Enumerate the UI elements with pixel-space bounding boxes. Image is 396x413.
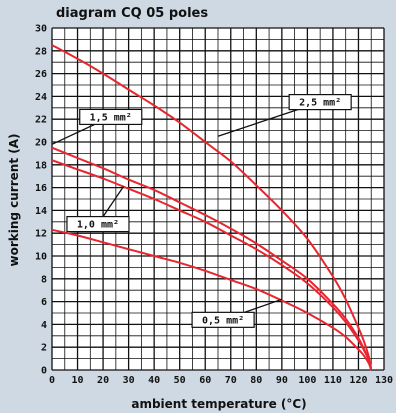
x-tick-label: 90	[276, 375, 288, 386]
x-tick-label: 60	[199, 375, 211, 386]
series-line-2	[51, 159, 373, 371]
callout-label-0: 2,5 mm²	[299, 98, 341, 109]
x-axis-label: ambient temperature (°C)	[131, 397, 306, 411]
series-line-0	[51, 44, 373, 371]
callout-label-1: 1,5 mm²	[90, 112, 132, 123]
x-tick-label: 120	[349, 375, 367, 386]
x-tick-label: 10	[72, 375, 84, 386]
grid	[51, 27, 385, 371]
callout-label-3: 0,5 mm²	[202, 315, 244, 326]
y-tick-label: 8	[41, 274, 47, 285]
curves	[51, 44, 373, 371]
callout-box-3	[191, 311, 255, 328]
x-tick-label: 70	[225, 375, 237, 386]
series-line-1	[51, 146, 373, 371]
x-tick-label: 80	[250, 375, 262, 386]
y-tick-label: 30	[35, 24, 47, 35]
x-tick-label: 40	[148, 375, 160, 386]
callout-label-2: 1,0 mm²	[77, 220, 119, 231]
y-tick-label: 14	[35, 206, 47, 217]
x-tick-label: 20	[97, 375, 109, 386]
x-tick-label: 30	[123, 375, 135, 386]
y-tick-label: 0	[41, 366, 47, 377]
y-tick-label: 4	[41, 320, 47, 331]
chart-title: diagram CQ 05 poles	[56, 6, 208, 21]
x-tick-label: 50	[174, 375, 186, 386]
callout-box-2	[66, 215, 130, 233]
x-tick-label: 0	[49, 375, 55, 386]
y-tick-label: 22	[35, 115, 47, 126]
callout-box-0	[288, 93, 352, 111]
y-tick-label: 24	[35, 92, 47, 103]
x-tick-labels: 0 10 20 30 40 50 60 70 80 90 100 110 120 130	[49, 375, 393, 386]
callout-box-1	[79, 108, 143, 126]
y-tick-label: 16	[35, 183, 47, 194]
y-tick-label: 28	[35, 46, 47, 57]
y-tick-label: 6	[41, 297, 47, 308]
y-tick-label: 18	[35, 160, 47, 171]
y-tick-label: 10	[35, 252, 47, 263]
y-axis-label: working current (A)	[7, 134, 21, 267]
series-line-3	[51, 228, 373, 371]
y-tick-label: 2	[41, 343, 47, 354]
y-tick-label: 12	[35, 229, 47, 240]
x-tick-label: 110	[324, 375, 342, 386]
y-tick-label: 20	[35, 138, 47, 149]
callouts: 2,5 mm² 1,5 mm² 1,0 mm² 0,5 mm²	[51, 93, 352, 328]
y-tick-label: 26	[35, 69, 47, 80]
x-tick-label: 130	[375, 375, 393, 386]
x-tick-label: 100	[298, 375, 316, 386]
